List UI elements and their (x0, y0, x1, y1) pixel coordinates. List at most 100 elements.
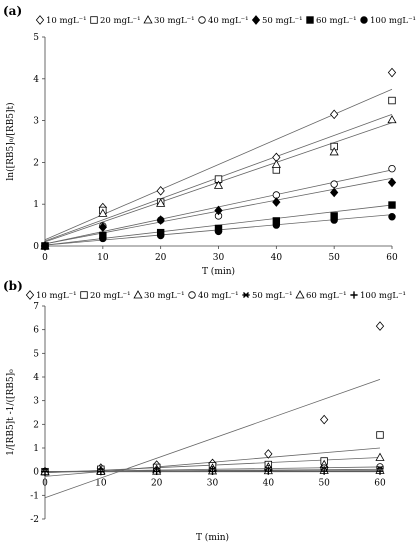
panel-a-legend-marker-1 (90, 16, 98, 24)
panel-a-point-2-1 (98, 208, 108, 217)
panel-a-point-2-2 (156, 198, 166, 207)
panel-a-legend-marker-6 (360, 16, 368, 24)
panel-b: (b) 10 mgL⁻¹ 20 mgL⁻¹ 30 mgL⁻¹ 40 mgL⁻¹ 50 mg… (3, 279, 406, 543)
panel-a-y-axis-label: ln([RB5]₀/[RB5]t) (5, 102, 16, 180)
panel-a-x-tick-label-1: 10 (97, 253, 109, 263)
panel-a-point-2-4 (271, 159, 281, 168)
panel-b-legend-label-3: 40 mgL⁻¹ (198, 291, 239, 301)
panel-a-legend-marker-4 (251, 15, 261, 25)
panel-b-point-6-2 (153, 467, 161, 476)
panel-a-point-6-6 (388, 213, 396, 221)
panel-a-label: (a) (3, 4, 22, 18)
panel-b-legend-marker-0 (25, 290, 35, 300)
panel-a-point-6-5 (330, 216, 338, 224)
panel-b-legend-label-6: 100 mgL⁻¹ (360, 291, 406, 301)
panel-a-x-tick-label-4: 40 (271, 253, 283, 263)
panel-a-y-tick-label-0: 0 (33, 242, 39, 252)
panel-b-y-tick-label-0: -2 (30, 515, 39, 525)
panel-a: (a) 10 mgL⁻¹ 20 mgL⁻¹ 30 mgL⁻¹ 40 mgL⁻¹ 50 mg… (3, 4, 416, 277)
panel-b-point-6-6 (376, 467, 384, 475)
panel-a-legend-label-1: 20 mgL⁻¹ (100, 16, 141, 26)
panel-b-legend-marker-3 (188, 291, 196, 299)
panel-b-x-axis-label: T (min) (196, 532, 229, 543)
panel-a-point-4-4 (272, 197, 281, 207)
panel-b-y-tick-label-2: 0 (33, 468, 39, 478)
panel-b-point-6-5 (320, 467, 328, 475)
panel-b-y-tick-label-3: 1 (33, 444, 39, 454)
panel-a-legend-marker-2 (143, 15, 153, 24)
panel-b-legend-label-2: 30 mgL⁻¹ (144, 291, 185, 301)
panel-a-point-2-5 (329, 147, 339, 156)
panel-b-legend-label-5: 60 mgL⁻¹ (306, 291, 347, 301)
panel-a-legend-marker-5 (306, 16, 314, 24)
panel-a-x-axis-label: T (min) (202, 266, 235, 277)
panel-b-legend-marker-1 (80, 291, 88, 299)
panel-b-legend-marker-4 (242, 291, 250, 299)
panel-b-y-tick-label-9: 7 (33, 302, 39, 312)
panel-a-legend-marker-3 (198, 16, 206, 24)
panel-b-y-tick-label-7: 5 (33, 349, 39, 359)
panel-b-legend-marker-2 (133, 290, 143, 299)
panel-b-x-tick-label-1: 10 (95, 479, 107, 489)
panel-b-legend-label-0: 10 mgL⁻¹ (36, 291, 77, 301)
panel-a-point-4-3 (214, 205, 223, 216)
panel-a-point-4-2 (156, 215, 165, 225)
panel-a-point-6-0 (41, 242, 49, 250)
panel-b-point-6-1 (97, 468, 105, 476)
panel-b-legend-marker-5 (295, 290, 305, 299)
panel-b-point-6-3 (208, 467, 217, 476)
panel-a-x-tick-label-5: 50 (328, 253, 340, 263)
panel-a-point-3-6 (388, 164, 396, 173)
panel-a-legend-label-5: 60 mgL⁻¹ (316, 16, 357, 26)
panel-b-legend-label-4: 50 mgL⁻¹ (252, 291, 293, 301)
panel-a-point-4-1 (98, 222, 107, 233)
panel-b-point-6-4 (264, 467, 272, 475)
panel-a-point-6-3 (214, 227, 223, 236)
panel-a-y-tick-label-1: 1 (33, 200, 39, 210)
panel-b-y-tick-label-4: 2 (33, 420, 39, 430)
panel-b-point-0-5 (320, 414, 329, 425)
panel-b-y-tick-label-1: -1 (30, 491, 39, 501)
panel-a-point-6-4 (272, 221, 281, 229)
panel-b-point-6-0 (41, 468, 49, 476)
panel-b-legend-marker-6 (350, 291, 358, 299)
panel-a-point-4-5 (330, 187, 339, 198)
panel-b-x-tick-label-2: 20 (151, 479, 163, 489)
panel-a-point-0-6 (387, 67, 397, 78)
panel-a-point-2-3 (213, 180, 224, 189)
panel-b-legend-label-1: 20 mgL⁻¹ (90, 291, 131, 301)
panel-b-y-tick-label-6: 4 (33, 373, 39, 383)
panel-a-y-tick-label-2: 2 (33, 158, 39, 168)
panel-a-point-6-1 (99, 234, 107, 243)
panel-a-point-3-5 (330, 180, 338, 188)
panel-b-point-0-4 (264, 449, 273, 459)
panel-b-point-0-6 (375, 321, 385, 331)
panel-a-legend-label-6: 100 mgL⁻¹ (370, 16, 416, 26)
panel-b-y-tick-label-5: 3 (33, 397, 39, 407)
panel-b-fit-line-0 (44, 378, 381, 499)
panel-a-point-0-2 (156, 186, 165, 196)
panel-a-x-tick-label-0: 0 (42, 253, 48, 263)
panel-b-point-2-6 (375, 452, 385, 461)
panel-a-legend-marker-0 (35, 15, 45, 25)
panel-b-x-tick-label-4: 40 (263, 479, 275, 489)
panel-b-y-tick-label-8: 6 (33, 326, 39, 336)
panel-a-y-tick-label-3: 3 (33, 117, 39, 127)
panel-a-legend-label-0: 10 mgL⁻¹ (46, 16, 87, 26)
panel-a-point-2-6 (387, 114, 397, 124)
panel-a-legend-label-2: 30 mgL⁻¹ (154, 16, 195, 26)
panel-a-point-5-6 (388, 201, 396, 209)
panel-a-legend-label-4: 50 mgL⁻¹ (262, 16, 303, 26)
panel-b-x-tick-label-5: 50 (318, 479, 330, 489)
panel-a-point-1-6 (388, 96, 396, 105)
panel-a-point-0-5 (330, 109, 339, 120)
panel-b-y-axis-label: 1/[RB5]t -1/([RB5]₀ (5, 369, 16, 456)
panel-a-y-tick-label-5: 5 (33, 33, 39, 43)
panel-a-x-tick-label-6: 60 (386, 253, 398, 263)
panel-b-x-tick-label-3: 30 (207, 479, 219, 489)
panel-a-x-tick-label-2: 20 (155, 253, 167, 263)
panel-a-x-tick-label-3: 30 (213, 253, 225, 263)
panel-b-label: (b) (3, 279, 23, 293)
panel-a-y-tick-label-4: 4 (33, 75, 39, 85)
